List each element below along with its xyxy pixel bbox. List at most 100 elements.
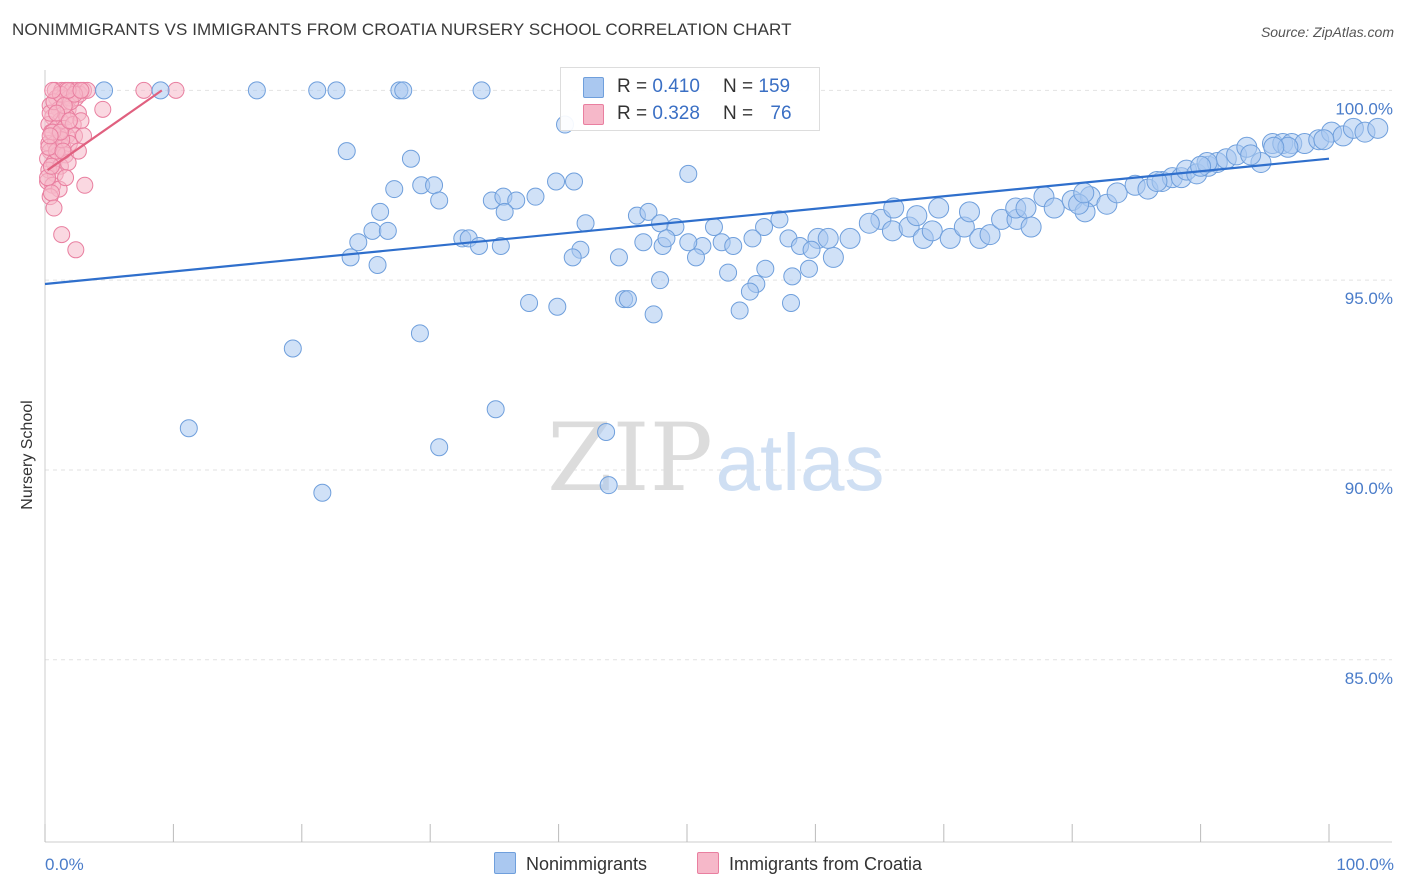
data-point [743, 229, 762, 248]
data-point [48, 104, 66, 122]
bottom-legend-label: Nonimmigrants [526, 854, 648, 874]
bottom-legend-label: Immigrants from Croatia [729, 854, 923, 874]
data-point [686, 248, 705, 267]
data-point [921, 220, 943, 242]
legend-swatch-blue [583, 77, 604, 98]
data-point [597, 423, 616, 442]
data-point [349, 233, 368, 252]
data-point [565, 172, 584, 191]
data-point [770, 210, 789, 229]
bottom-legend-nonimmigrants: Nonimmigrants [494, 852, 647, 876]
data-point [609, 248, 628, 267]
data-point [67, 241, 85, 259]
data-point [1015, 197, 1037, 219]
data-point [548, 297, 567, 316]
data-point [679, 164, 698, 183]
data-point [167, 81, 185, 99]
data-point [394, 81, 413, 100]
data-point [44, 81, 62, 99]
data-point [337, 142, 356, 161]
data-point [563, 248, 582, 267]
legend-r-label: R = [617, 103, 648, 124]
data-point [817, 227, 839, 249]
data-point [1073, 182, 1095, 204]
stats-legend: R = 0.410 N = 159 R = 0.328 N = 76 [560, 67, 820, 131]
y-tick-label: 85.0% [1345, 669, 1393, 688]
data-point [979, 224, 1001, 246]
data-point [822, 246, 844, 268]
data-point [308, 81, 327, 100]
data-point [958, 201, 980, 223]
data-point [858, 212, 880, 234]
legend-n-value: 159 [758, 76, 791, 97]
data-point [657, 229, 676, 248]
x-tick-label-min: 0.0% [45, 855, 84, 874]
legend-r-label: R = [617, 76, 648, 97]
trend-line-nonimmigrants [44, 157, 1330, 286]
data-point [495, 202, 514, 221]
legend-r-value: 0.410 [652, 76, 700, 97]
data-point [939, 227, 961, 249]
y-tick-label: 100.0% [1335, 99, 1393, 118]
data-point [60, 112, 78, 130]
legend-r-value: 0.328 [652, 103, 700, 124]
chart-title: NONIMMIGRANTS VS IMMIGRANTS FROM CROATIA… [12, 20, 792, 39]
data-point [839, 227, 861, 249]
data-point [644, 305, 663, 324]
data-point [425, 176, 444, 195]
data-point [756, 259, 775, 278]
data-point [639, 202, 658, 221]
data-point [283, 339, 302, 358]
y-tick-labels: 100.0% 95.0% 90.0% 85.0% [1335, 99, 1393, 687]
source-label: Source: ZipAtlas.com [1260, 24, 1394, 40]
data-point [486, 400, 505, 419]
data-point [327, 81, 346, 100]
data-point [634, 233, 653, 252]
data-point [385, 180, 404, 199]
bottom-legend-swatch-blue [494, 852, 516, 874]
bottom-legend-immigrants: Immigrants from Croatia [697, 852, 922, 876]
data-point [1240, 144, 1262, 166]
data-point [135, 81, 153, 99]
data-point [618, 290, 637, 309]
data-point [313, 483, 332, 502]
axes [44, 70, 1392, 843]
data-point [576, 214, 595, 233]
y-tick-label: 90.0% [1345, 479, 1393, 498]
data-point [1367, 117, 1389, 139]
data-point [341, 248, 360, 267]
data-point [41, 127, 59, 145]
data-point [57, 169, 75, 187]
data-point [1106, 182, 1128, 204]
data-point [45, 199, 63, 217]
data-point [371, 202, 390, 221]
data-point [704, 218, 723, 237]
data-point [430, 438, 449, 457]
nonimmigrants-points [95, 81, 1389, 502]
data-point [883, 197, 905, 219]
data-point [802, 240, 821, 259]
x-tick-label-max: 100.0% [1336, 855, 1394, 874]
trend-line-immigrants [46, 89, 163, 171]
data-point [1313, 129, 1335, 151]
data-point [368, 255, 387, 274]
data-point [1043, 197, 1065, 219]
data-point [247, 81, 266, 100]
data-point [72, 81, 90, 99]
data-point [491, 237, 510, 256]
data-point [782, 293, 801, 312]
data-point [724, 237, 743, 256]
legend-n-label: N = [723, 76, 754, 97]
data-point [472, 81, 491, 100]
data-point [1263, 136, 1285, 158]
data-point [783, 267, 802, 286]
data-point [547, 172, 566, 191]
data-point [401, 149, 420, 168]
data-point [378, 221, 397, 240]
data-point [430, 191, 449, 210]
immigrants-points [39, 81, 185, 259]
data-point [906, 205, 928, 227]
data-point [520, 293, 539, 312]
data-point [799, 259, 818, 278]
